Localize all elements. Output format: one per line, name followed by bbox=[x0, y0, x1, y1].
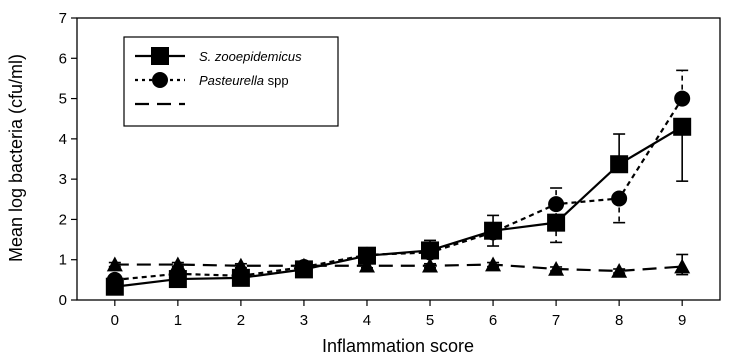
legend-label-italic: Pasteurella bbox=[199, 73, 264, 88]
legend-label: Pasteurella spp bbox=[199, 73, 289, 88]
series-line bbox=[114, 97, 684, 281]
series-line bbox=[114, 263, 683, 273]
x-tick-label: 6 bbox=[489, 312, 497, 329]
y-axis-title: Mean log bacteria (cfu/ml) bbox=[6, 54, 26, 262]
data-point-triangle bbox=[611, 262, 628, 278]
x-tick-label: 0 bbox=[111, 312, 119, 329]
data-point-square bbox=[547, 213, 566, 232]
data-point-triangle bbox=[106, 256, 123, 272]
y-tick-label: 4 bbox=[59, 131, 67, 148]
x-tick-label: 1 bbox=[174, 312, 182, 329]
y-tick-label: 3 bbox=[59, 171, 67, 188]
data-point-square bbox=[168, 270, 187, 289]
y-tick-label: 1 bbox=[59, 252, 67, 269]
data-point-triangle bbox=[422, 257, 439, 273]
x-tick-label: 7 bbox=[552, 312, 560, 329]
data-point-square bbox=[357, 246, 376, 265]
x-tick-label: 4 bbox=[363, 312, 371, 329]
axes: Mean log bacteria (cfu/ml) Inflammation … bbox=[6, 10, 721, 355]
data-point-square bbox=[231, 268, 250, 287]
x-tick-label: 3 bbox=[300, 312, 308, 329]
plot-area bbox=[105, 69, 692, 296]
legend-entry: S. zooepidemicus bbox=[135, 47, 302, 65]
data-point-circle bbox=[611, 190, 628, 207]
x-tick-label: 2 bbox=[237, 312, 245, 329]
x-tick-label: 5 bbox=[426, 312, 434, 329]
x-tick-label: 8 bbox=[615, 312, 623, 329]
data-point-square bbox=[105, 277, 124, 296]
data-point-circle bbox=[548, 196, 565, 213]
legend-entry: Pasteurella spp bbox=[135, 72, 289, 88]
y-tick-label: 5 bbox=[59, 91, 67, 108]
y-tick-label: 0 bbox=[59, 292, 67, 309]
data-point-triangle bbox=[674, 258, 691, 274]
series-triangle bbox=[106, 253, 691, 278]
legend-label-suffix: spp bbox=[264, 73, 289, 88]
y-tick-label: 2 bbox=[59, 211, 67, 228]
series-square bbox=[105, 117, 692, 296]
data-point-square bbox=[673, 117, 692, 136]
data-point-square bbox=[421, 241, 440, 260]
data-point-circle bbox=[674, 90, 691, 107]
x-tick-label: 9 bbox=[678, 312, 686, 329]
legend-marker-circle bbox=[152, 72, 168, 88]
data-point-square bbox=[484, 221, 503, 240]
legend-label-italic: S. zooepidemicus bbox=[199, 49, 302, 64]
legend-label: S. zooepidemicus bbox=[199, 49, 302, 64]
data-point-triangle bbox=[548, 260, 565, 276]
x-axis-title: Inflammation score bbox=[322, 336, 474, 355]
data-point-square bbox=[610, 155, 629, 174]
y-tick-label: 7 bbox=[59, 10, 67, 27]
series-line bbox=[114, 125, 683, 288]
data-point-triangle bbox=[358, 257, 375, 273]
y-tick-label: 6 bbox=[59, 50, 67, 67]
legend: S. zooepidemicus Pasteurella spp bbox=[123, 36, 339, 127]
legend-marker-square bbox=[151, 47, 169, 65]
data-point-square bbox=[294, 260, 313, 279]
plot-frame bbox=[76, 17, 721, 301]
data-point-triangle bbox=[485, 256, 502, 272]
